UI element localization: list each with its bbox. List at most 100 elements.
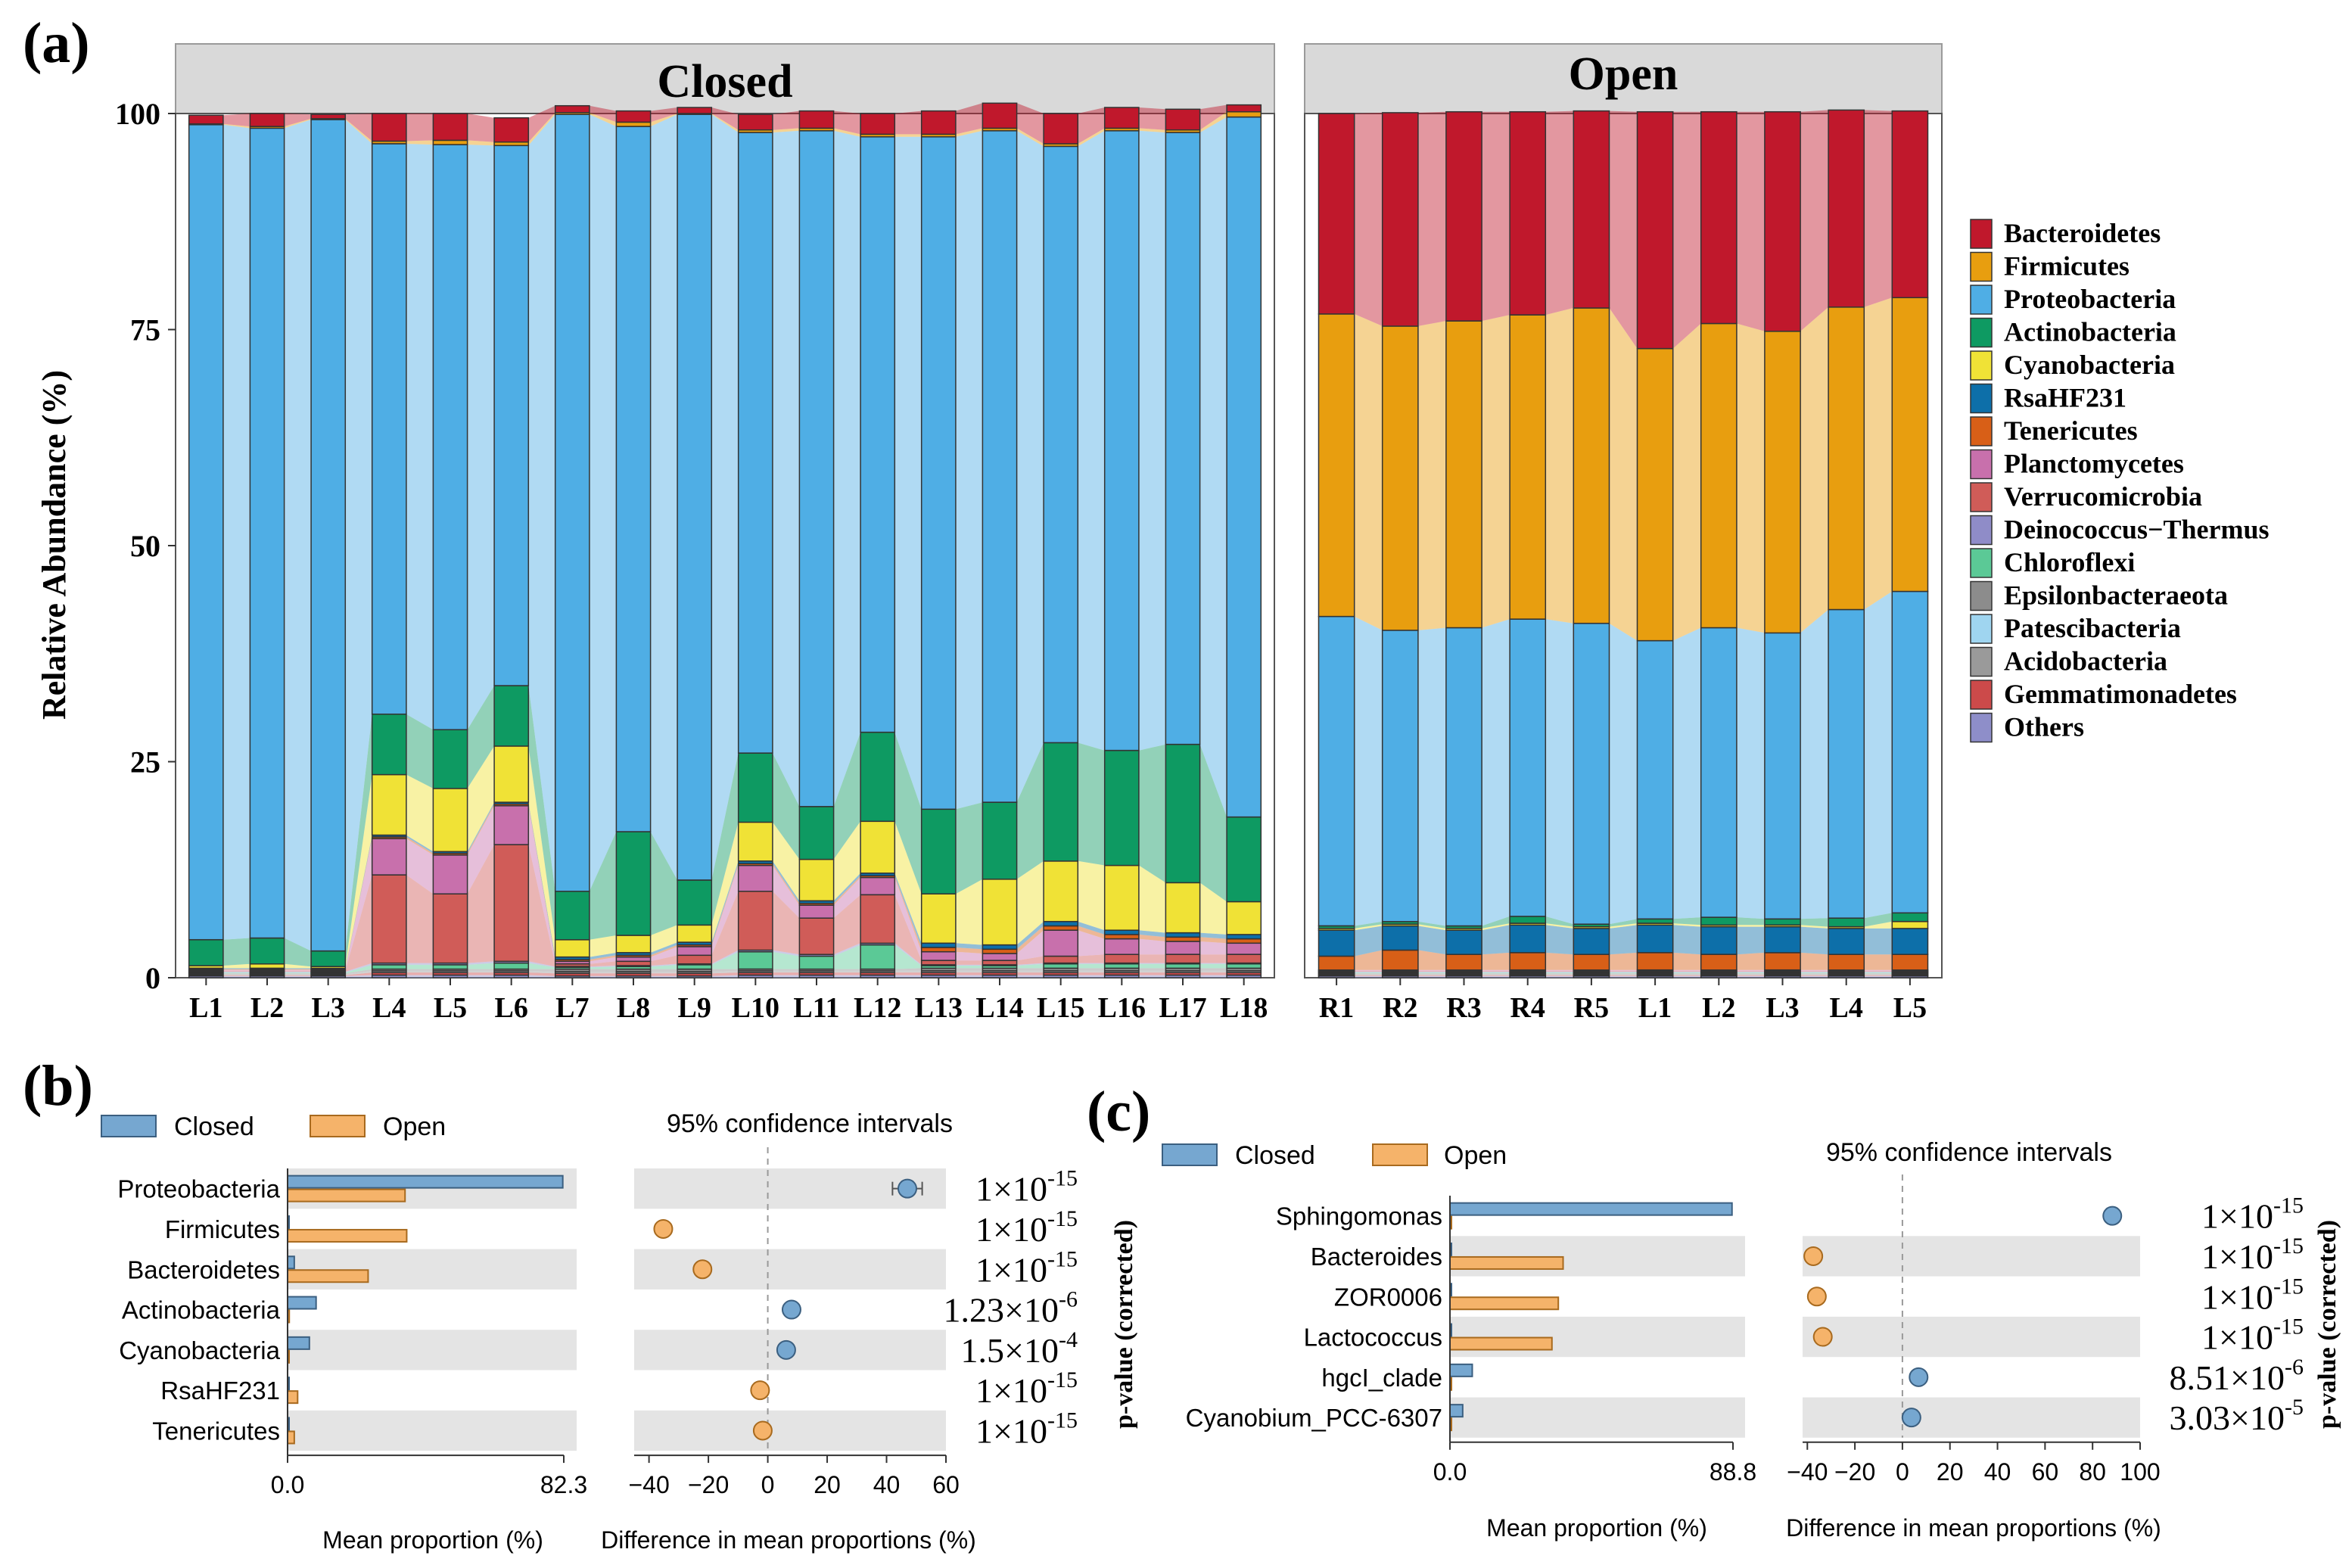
diff-point-cyanobium-pcc-6307 bbox=[1901, 1408, 1921, 1428]
bar-segment-r4-rsahf231 bbox=[1509, 924, 1547, 954]
bar-segment-l2-actinobacteria bbox=[1700, 916, 1738, 926]
x-tick-label-l14: L14 bbox=[975, 992, 1023, 1024]
bar-segment-l4-actinobacteria bbox=[371, 713, 407, 776]
panel-c-label: (c) bbox=[1087, 1080, 1150, 1143]
bar-segment-l7-actinobacteria bbox=[554, 891, 590, 941]
error-bar-plot-b: Proteobacteria 1×10-15 Firmicutes 1×10-15 Ba… bbox=[117, 1147, 1078, 1498]
legend-label-open-c: Open bbox=[1444, 1141, 1507, 1170]
bar-segment-l4-cyanobacteria bbox=[371, 773, 407, 836]
diff-x-tick-label: 60 bbox=[2032, 1458, 2059, 1486]
legend-label-proteobacteria: Proteobacteria bbox=[2004, 284, 2176, 314]
pvalue-proteobacteria: 1×10-15 bbox=[975, 1166, 1078, 1209]
bar-segment-l9-verrucomicrobia bbox=[677, 954, 713, 965]
bar-segment-l12-verrucomicrobia bbox=[860, 894, 896, 944]
bar-segment-r2-tenericutes bbox=[1381, 949, 1419, 971]
legend-swatch-chloroflexi bbox=[1970, 548, 1993, 578]
bar-segment-l4-bacteroidetes bbox=[371, 113, 407, 142]
bar-segment-l16-actinobacteria bbox=[1103, 749, 1140, 866]
bar-segment-r2-bacteroidetes bbox=[1381, 112, 1419, 327]
ci-title-c: 95% confidence intervals bbox=[1826, 1138, 2112, 1167]
x-tick-label-l4: L4 bbox=[1830, 992, 1863, 1024]
bar-segment-l11-proteobacteria bbox=[798, 130, 835, 807]
bar-segment-l5-bacteroidetes bbox=[1891, 110, 1929, 299]
bar-segment-l14-cyanobacteria bbox=[982, 879, 1018, 946]
facet-frame-open bbox=[1304, 113, 1943, 978]
bar-open-bacteroides bbox=[1449, 1255, 1564, 1270]
bar-segment-l10-verrucomicrobia bbox=[737, 891, 773, 951]
legend-swatch-epsilonbacteraeota bbox=[1970, 580, 1993, 611]
legend-label-closed-b: Closed bbox=[174, 1112, 254, 1141]
legend-label-verrucomicrobia: Verrucomicrobia bbox=[2004, 481, 2202, 512]
bar-segment-r1-bacteroidetes bbox=[1318, 113, 1355, 315]
bar-segment-l16-cyanobacteria bbox=[1103, 864, 1140, 931]
bar-segment-l17-tenericutes bbox=[1165, 936, 1201, 942]
bar-segment-l10-bacteroidetes bbox=[737, 114, 773, 131]
bar-segment-l18-verrucomicrobia bbox=[1226, 954, 1262, 964]
x-tick-label-l18: L18 bbox=[1220, 992, 1268, 1024]
bar-segment-l12-actinobacteria bbox=[860, 731, 896, 823]
bar-segment-l2-cyanobacteria bbox=[249, 963, 285, 969]
x-tick-label-l4: L4 bbox=[372, 992, 406, 1024]
bar-segment-r4-firmicutes bbox=[1509, 314, 1547, 620]
bar-segment-l2-proteobacteria bbox=[249, 127, 285, 939]
stacked-bars-closed: L1 L2 L3 L4 L5 L6 L7 L8 L9 L10 L11 L12 L13 L14 L15 L16 L… bbox=[188, 102, 1268, 1024]
pvalue-zor0006: 1×10-15 bbox=[2201, 1274, 2304, 1316]
bar-segment-r2-rsahf231 bbox=[1381, 925, 1419, 951]
panel-a: (a) Closed Open L1 L2 L3 L4 L5 L6 L7 L8 L9 L10 L11… bbox=[23, 11, 2270, 1024]
pvalue-hgci-clade: 8.51×10-6 bbox=[2170, 1355, 2304, 1397]
diff-point-lactococcus bbox=[1812, 1327, 1833, 1347]
legend-swatch-patescibacteria bbox=[1970, 614, 1993, 644]
row-label-cyanobium-pcc-6307: Cyanobium_PCC-6307 bbox=[1186, 1404, 1442, 1432]
legend-swatch-cyanobacteria bbox=[1970, 350, 1993, 381]
bar-segment-l11-bacteroidetes bbox=[798, 110, 835, 129]
bar-open-firmicutes bbox=[287, 1228, 408, 1243]
diff-point-rsahf231 bbox=[750, 1380, 770, 1401]
bar-segment-l1-proteobacteria bbox=[188, 124, 224, 941]
bar-segment-l12-proteobacteria bbox=[860, 136, 896, 733]
bar-segment-l5-firmicutes bbox=[432, 139, 468, 145]
y-tick-label-0: 0 bbox=[145, 961, 160, 995]
bar-segment-l13-verrucomicrobia bbox=[920, 960, 957, 966]
bar-segment-l12-bacteroidetes bbox=[860, 113, 896, 135]
bar-segment-l3-rsahf231 bbox=[1764, 926, 1801, 954]
x-tick-label-l17: L17 bbox=[1159, 992, 1206, 1024]
bar-closed-actinobacteria bbox=[287, 1296, 317, 1310]
bar-segment-l5-actinobacteria bbox=[432, 729, 468, 789]
bar-segment-r5-tenericutes bbox=[1573, 954, 1610, 971]
bar-closed-sphingomonas bbox=[1449, 1202, 1733, 1216]
bar-segment-l15-verrucomicrobia bbox=[1043, 955, 1079, 964]
bar-segment-r1-rsahf231 bbox=[1318, 929, 1355, 957]
bar-segment-l16-tenericutes bbox=[1103, 934, 1140, 940]
bar-segment-l18-planctomycetes bbox=[1226, 942, 1262, 955]
bar-segment-l17-planctomycetes bbox=[1165, 941, 1201, 955]
bar-segment-l10-proteobacteria bbox=[737, 132, 773, 754]
panel-b-label: (b) bbox=[23, 1054, 93, 1118]
bar-segment-l9-cyanobacteria bbox=[677, 924, 713, 943]
diff-point-hgci-clade bbox=[1909, 1367, 1929, 1387]
bar-segment-l3-tenericutes bbox=[1764, 952, 1801, 971]
bar-open-rsahf231 bbox=[287, 1390, 299, 1405]
ci-title-b: 95% confidence intervals bbox=[667, 1109, 953, 1138]
bar-segment-r3-tenericutes bbox=[1445, 954, 1482, 971]
bar-segment-l1-firmicutes bbox=[1636, 347, 1674, 642]
bar-segment-l9-planctomycetes bbox=[677, 946, 713, 957]
x-tick-label-l16: L16 bbox=[1098, 992, 1146, 1024]
x-tick-label-l1: L1 bbox=[1638, 992, 1672, 1024]
bar-segment-l15-cyanobacteria bbox=[1043, 860, 1079, 922]
pvalue-bacteroidetes: 1×10-15 bbox=[975, 1246, 1078, 1289]
row-label-cyanobacteria: Cyanobacteria bbox=[119, 1336, 280, 1364]
bar-segment-l15-rsahf231 bbox=[1043, 921, 1079, 927]
legend-swatch-closed-b bbox=[101, 1115, 157, 1137]
bar-segment-l4-actinobacteria bbox=[1828, 917, 1865, 928]
diff-x-tick-label: −40 bbox=[1787, 1458, 1828, 1486]
x-label-mean-c: Mean proportion (%) bbox=[1486, 1514, 1707, 1542]
pvalue-lactococcus: 1×10-15 bbox=[2201, 1314, 2304, 1357]
bar-segment-l4-proteobacteria bbox=[1828, 608, 1865, 919]
bar-segment-l3-bacteroidetes bbox=[310, 114, 347, 120]
diff-x-tick-label: 0 bbox=[761, 1471, 775, 1498]
bar-segment-l6-actinobacteria bbox=[493, 685, 530, 747]
bar-segment-l6-verrucomicrobia bbox=[493, 844, 530, 963]
legend-swatch-firmicutes bbox=[1970, 251, 1993, 282]
bar-segment-r3-rsahf231 bbox=[1445, 929, 1482, 955]
row-label-actinobacteria: Actinobacteria bbox=[122, 1296, 281, 1324]
